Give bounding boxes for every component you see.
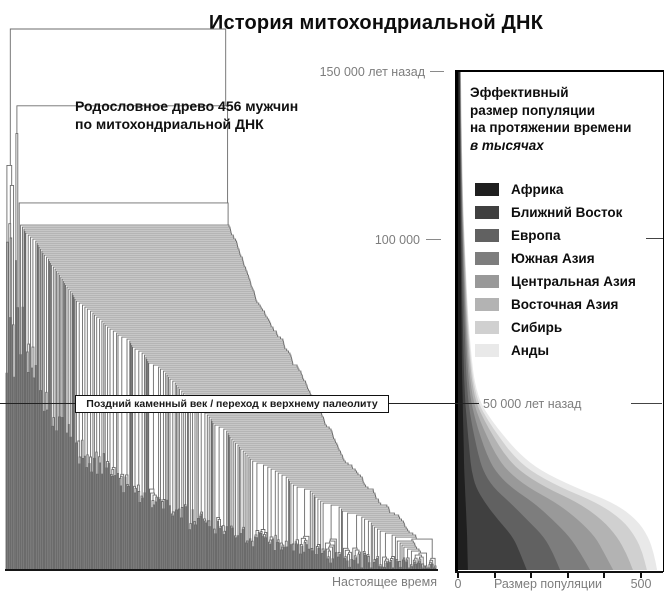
legend-label: Ближний Восток (511, 205, 623, 220)
population-area-chart (458, 72, 658, 570)
panel-header-line2: размер популяции (470, 102, 596, 118)
x-axis-tick-500 (640, 573, 642, 578)
legend-swatch (475, 321, 499, 334)
legend-item: Сибирь (475, 316, 636, 339)
tree-baseline-axis (5, 569, 438, 571)
panel-header-line3: на протяжении времени (470, 120, 632, 135)
panel-header-line1: Эффективный (470, 85, 569, 100)
time-tick-label-150k: 150 000 лет назад (319, 65, 425, 79)
legend-swatch (475, 252, 499, 265)
page-title: История митохондриальной ДНК (208, 12, 544, 34)
era-annotation-box: Поздний каменный век / переход к верхнем… (75, 395, 389, 413)
legend-label: Южная Азия (511, 251, 595, 266)
legend-swatch (475, 275, 499, 288)
area-layer (458, 72, 647, 570)
legend-label: Европа (511, 228, 561, 243)
tree-branches (5, 28, 437, 570)
legend-item: Ближний Восток (475, 201, 636, 224)
legend-item: Центральная Азия (475, 270, 636, 293)
legend-label: Африка (511, 182, 564, 197)
legend-item: Анды (475, 339, 636, 362)
legend-item: Восточная Азия (475, 293, 636, 316)
area-layer (458, 72, 468, 570)
legend-label: Центральная Азия (511, 274, 636, 289)
time-tick-150k (430, 71, 444, 72)
x-axis-title: Размер популяции (493, 577, 603, 591)
x-axis-tick-100 (494, 573, 496, 578)
area-layer (458, 72, 658, 570)
panel-header: Эффективный размер популяции на протяжен… (470, 84, 660, 154)
x-axis-tick-0 (457, 573, 459, 578)
legend-swatch (475, 206, 499, 219)
legend-swatch (475, 183, 499, 196)
x-axis-tick-200 (530, 573, 532, 578)
legend-item: Южная Азия (475, 247, 636, 270)
time-tick-100k-right (646, 238, 663, 239)
phylogenetic-tree-chart (5, 28, 437, 570)
x-axis-label-zero: 0 (454, 577, 462, 591)
time-tick-100k (426, 239, 441, 240)
panel-units-note: в тысячах (470, 137, 544, 153)
region-legend: Африка Ближний Восток Европа Южная Азия Цент… (475, 178, 636, 362)
tree-caption-line2: по митохондриальной ДНК (75, 116, 264, 132)
time-tick-50k-right (631, 403, 662, 404)
x-axis-tick-400 (603, 573, 605, 578)
time-tick-label-present: Настоящее время (332, 575, 437, 589)
population-x-axis (455, 571, 663, 573)
time-tick-label-100k: 100 000 (374, 233, 420, 247)
legend-swatch (475, 298, 499, 311)
legend-swatch (475, 229, 499, 242)
x-axis-tick-300 (567, 573, 569, 578)
legend-item: Европа (475, 224, 636, 247)
legend-swatch (475, 344, 499, 357)
tree-caption-line1: Родословное древо 456 мужчин (75, 98, 299, 114)
tree-caption: Родословное древо 456 мужчин по митохонд… (75, 97, 298, 133)
x-axis-label-max: 500 (630, 577, 652, 591)
legend-item: Африка (475, 178, 636, 201)
legend-label: Сибирь (511, 320, 563, 335)
time-tick-label-50k: 50 000 лет назад (483, 397, 582, 411)
legend-label: Восточная Азия (511, 297, 619, 312)
legend-label: Анды (511, 343, 550, 358)
